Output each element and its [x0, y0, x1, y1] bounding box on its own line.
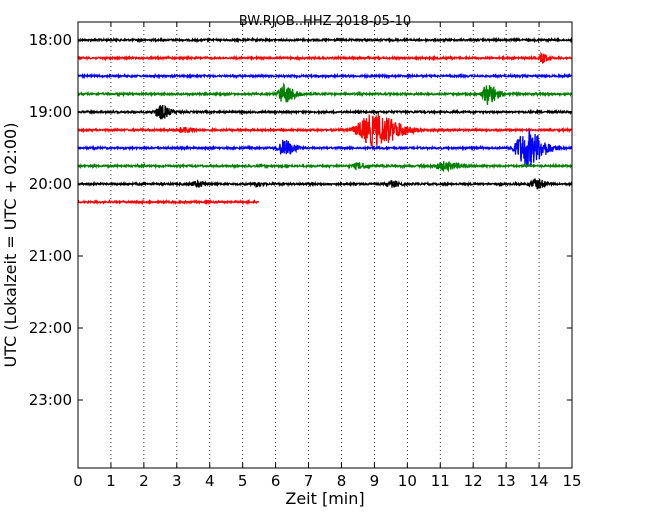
seismogram-trace	[77, 51, 572, 64]
seismogram-trace	[77, 161, 573, 173]
y-tick-label: 20:00	[29, 175, 72, 193]
y-tick-label: 22:00	[29, 319, 72, 337]
seismogram-trace	[77, 198, 260, 206]
seismogram-trace	[77, 129, 573, 167]
seismogram-traces	[77, 36, 573, 206]
seismogram-trace	[77, 36, 573, 44]
x-axis-label: Zeit [min]	[285, 489, 364, 508]
x-tick-label: 13	[497, 472, 516, 490]
x-tick-label: 6	[271, 472, 281, 490]
seismogram-trace	[77, 178, 573, 190]
plot-frame	[77, 21, 573, 469]
x-tick-label: 3	[172, 472, 182, 490]
x-tick-label: 2	[139, 472, 149, 490]
grid-lines	[110, 22, 540, 468]
seismogram-trace	[77, 104, 573, 120]
x-tick-label: 12	[464, 472, 483, 490]
x-tick-label: 10	[398, 472, 417, 490]
seismogram-trace	[77, 113, 573, 147]
y-axis-label: UTC (Lokalzeit = UTC + 02:00)	[1, 123, 20, 368]
seismogram-trace	[77, 72, 573, 80]
x-tick-label: 7	[304, 472, 314, 490]
x-tick-label: 11	[431, 472, 450, 490]
x-tick-label: 4	[205, 472, 215, 490]
seismogram-trace	[77, 82, 573, 105]
x-tick-label: 0	[73, 472, 83, 490]
y-axis-ticks: 18:00 19:00 20:00 21:00 22:00 23:00	[29, 31, 572, 409]
x-tick-label: 15	[562, 472, 581, 490]
x-tick-label: 9	[370, 472, 380, 490]
x-tick-label: 8	[337, 472, 347, 490]
x-tick-label: 1	[106, 472, 116, 490]
y-tick-label: 18:00	[29, 31, 72, 49]
x-tick-label: 14	[530, 472, 549, 490]
x-axis-ticks: 0 1 2 3 4 5 6 7 8 9 10 11 12 13 14 15	[73, 22, 582, 490]
x-tick-label: 5	[238, 472, 248, 490]
y-tick-label: 19:00	[29, 103, 72, 121]
y-tick-label: 21:00	[29, 247, 72, 265]
y-tick-label: 23:00	[29, 391, 72, 409]
